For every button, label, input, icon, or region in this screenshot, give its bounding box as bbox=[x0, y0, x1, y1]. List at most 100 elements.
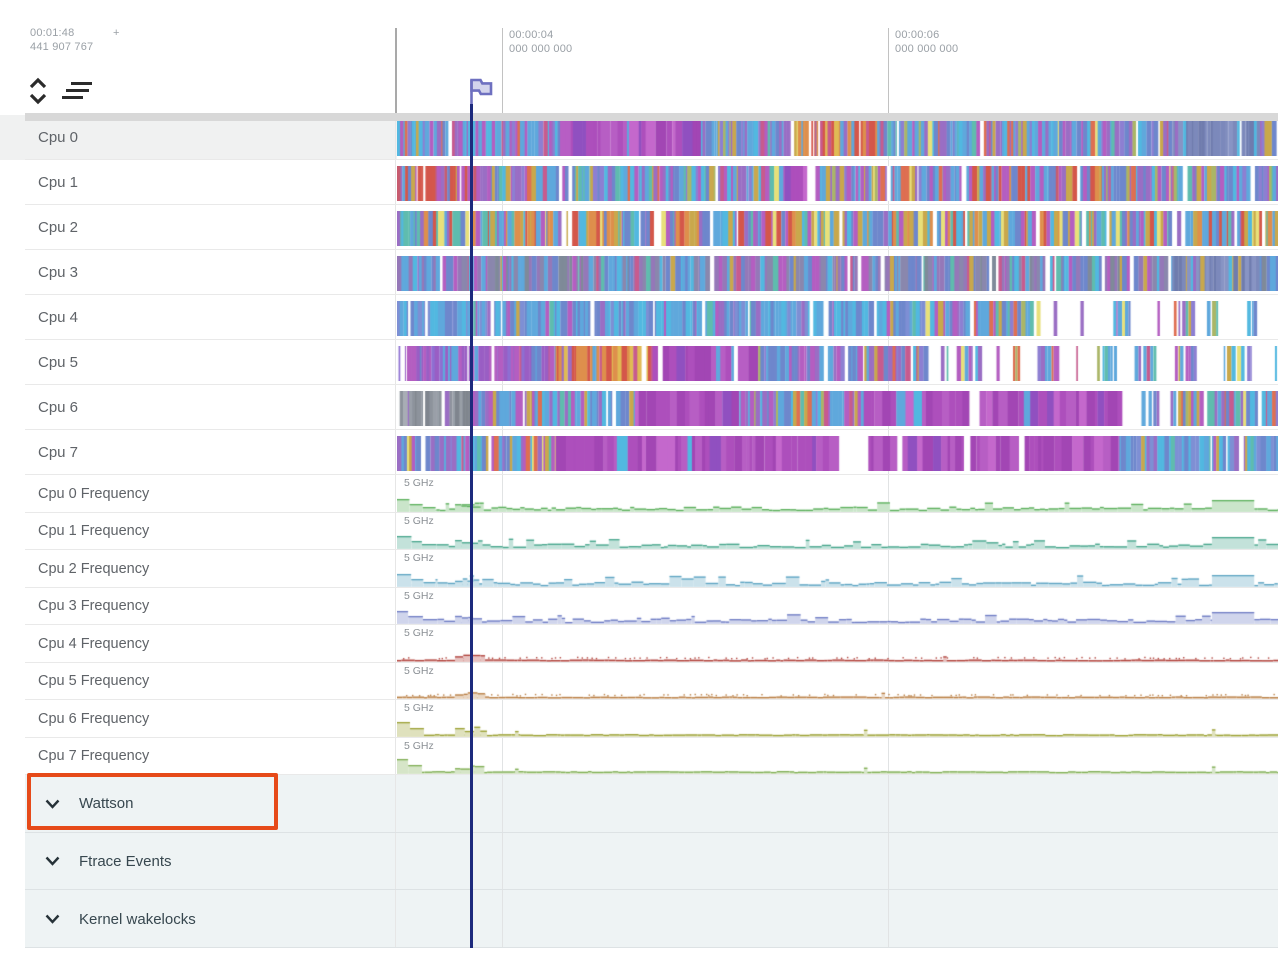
row-separator bbox=[25, 774, 1278, 775]
sort-tracks-icon[interactable] bbox=[58, 80, 96, 102]
sched-canvas[interactable] bbox=[397, 301, 1278, 336]
track-group-row-wattson[interactable]: Wattson bbox=[0, 775, 1278, 833]
cpu-track-row[interactable]: Cpu 7 bbox=[0, 430, 1278, 475]
cpu-frequency-chart[interactable]: 5 GHz bbox=[397, 513, 1278, 550]
timeline-cursor-line[interactable] bbox=[470, 104, 473, 948]
sched-canvas[interactable] bbox=[397, 166, 1278, 201]
track-groups: Wattson Ftrace Events Kernel wakelocks bbox=[0, 775, 1278, 948]
frequency-canvas[interactable] bbox=[397, 700, 1278, 738]
row-separator bbox=[25, 889, 1278, 891]
frequency-canvas[interactable] bbox=[397, 625, 1278, 663]
cpu-track-row[interactable]: Cpu 4 bbox=[0, 295, 1278, 340]
cpu-track-row[interactable]: Cpu 1 bbox=[0, 160, 1278, 205]
cpu-track-row[interactable]: Cpu 6 bbox=[0, 385, 1278, 430]
track-group-label[interactable]: Kernel wakelocks bbox=[79, 910, 196, 928]
cpu-sched-chart[interactable] bbox=[397, 160, 1278, 205]
track-label[interactable]: Cpu 7 bbox=[0, 430, 397, 475]
cpu-track-row[interactable]: Cpu 3 bbox=[0, 250, 1278, 295]
cpu-sched-chart[interactable] bbox=[397, 205, 1278, 250]
sched-canvas[interactable] bbox=[397, 391, 1278, 426]
track-label[interactable]: Cpu 2 bbox=[0, 205, 397, 250]
ruler-tick-label: 00:00:06 000 000 000 bbox=[895, 29, 959, 55]
expand-collapse-tracks-icon[interactable] bbox=[27, 76, 49, 106]
row-separator bbox=[25, 249, 1278, 250]
cpu-frequency-chart[interactable]: 5 GHz bbox=[397, 700, 1278, 738]
cpu-frequency-track-row[interactable]: Cpu 4 Frequency 5 GHz bbox=[0, 625, 1278, 663]
row-separator bbox=[25, 736, 1278, 738]
sched-canvas[interactable] bbox=[397, 346, 1278, 381]
cpu-frequency-track-row[interactable]: Cpu 3 Frequency 5 GHz bbox=[0, 587, 1278, 625]
cpu-sched-chart[interactable] bbox=[397, 430, 1278, 475]
row-separator bbox=[25, 474, 1278, 475]
cpu-frequency-chart[interactable]: 5 GHz bbox=[397, 475, 1278, 513]
track-label[interactable]: Cpu 5 bbox=[0, 340, 397, 385]
cpu-frequency-chart[interactable]: 5 GHz bbox=[397, 738, 1278, 775]
cpu-track-row[interactable]: Cpu 0 bbox=[0, 115, 1278, 160]
track-group-label[interactable]: Ftrace Events bbox=[79, 852, 172, 870]
frequency-canvas[interactable] bbox=[397, 738, 1278, 775]
frequency-scale-label: 5 GHz bbox=[404, 552, 434, 564]
cpu-frequency-chart[interactable]: 5 GHz bbox=[397, 663, 1278, 700]
chevron-down-icon[interactable] bbox=[45, 914, 60, 924]
track-label[interactable]: Cpu 3 Frequency bbox=[0, 587, 397, 625]
cpu-frequency-track-row[interactable]: Cpu 7 Frequency 5 GHz bbox=[0, 737, 1278, 775]
ruler-tick-label: 00:00:04 000 000 000 bbox=[509, 29, 573, 55]
track-label[interactable]: Cpu 6 bbox=[0, 385, 397, 430]
cpu-sched-chart[interactable] bbox=[397, 340, 1278, 385]
track-group-label[interactable]: Wattson bbox=[79, 795, 134, 813]
track-group-row-ftrace-events[interactable]: Ftrace Events bbox=[0, 832, 1278, 891]
frequency-scale-label: 5 GHz bbox=[404, 477, 434, 489]
track-label[interactable]: Cpu 6 Frequency bbox=[0, 700, 397, 738]
cpu-frequency-track-row[interactable]: Cpu 0 Frequency 5 GHz bbox=[0, 475, 1278, 513]
cpu-sched-chart[interactable] bbox=[397, 250, 1278, 295]
row-separator bbox=[25, 831, 1278, 833]
frequency-scale-label: 5 GHz bbox=[404, 702, 434, 714]
cpu-frequency-track-row[interactable]: Cpu 2 Frequency 5 GHz bbox=[0, 550, 1278, 588]
cpu-track-row[interactable]: Cpu 5 bbox=[0, 340, 1278, 385]
cpu-sched-chart[interactable] bbox=[397, 115, 1278, 160]
track-label[interactable]: Cpu 1 Frequency bbox=[0, 512, 397, 550]
frequency-scale-label: 5 GHz bbox=[404, 664, 434, 677]
flag-marker-icon[interactable] bbox=[466, 74, 496, 106]
frequency-canvas[interactable] bbox=[397, 663, 1278, 700]
frequency-canvas[interactable] bbox=[397, 475, 1278, 513]
track-label[interactable]: Cpu 7 Frequency bbox=[0, 737, 397, 775]
cpu-sched-chart[interactable] bbox=[397, 295, 1278, 340]
cpu-track-row[interactable]: Cpu 2 bbox=[0, 205, 1278, 250]
track-label[interactable]: Cpu 0 Frequency bbox=[0, 475, 397, 513]
panel-divider-line bbox=[395, 115, 396, 948]
track-label[interactable]: Cpu 2 Frequency bbox=[0, 550, 397, 588]
track-label[interactable]: Cpu 0 bbox=[0, 115, 397, 160]
sched-canvas[interactable] bbox=[397, 436, 1278, 471]
row-separator bbox=[25, 511, 1278, 513]
sched-canvas[interactable] bbox=[397, 256, 1278, 291]
cpu-frequency-chart[interactable]: 5 GHz bbox=[397, 588, 1278, 625]
cpu-frequency-track-row[interactable]: Cpu 5 Frequency 5 GHz bbox=[0, 662, 1278, 700]
cpu-frequency-chart[interactable]: 5 GHz bbox=[397, 550, 1278, 588]
origin-plus-sign: + bbox=[113, 27, 120, 39]
track-label[interactable]: Cpu 3 bbox=[0, 250, 397, 295]
track-group-row-kernel-wakelocks[interactable]: Kernel wakelocks bbox=[0, 890, 1278, 948]
cpu-frequency-track-row[interactable]: Cpu 6 Frequency 5 GHz bbox=[0, 700, 1278, 738]
track-label[interactable]: Cpu 5 Frequency bbox=[0, 662, 397, 700]
cpu-sched-chart[interactable] bbox=[397, 385, 1278, 430]
track-label[interactable]: Cpu 4 Frequency bbox=[0, 625, 397, 663]
wattson-highlight-box bbox=[27, 773, 278, 830]
sched-canvas[interactable] bbox=[397, 211, 1278, 246]
cpu-frequency-track-row[interactable]: Cpu 1 Frequency 5 GHz bbox=[0, 512, 1278, 550]
sched-canvas[interactable] bbox=[397, 121, 1278, 156]
timeline-ruler[interactable]: 00:01:48 441 907 767 + 00:00:04 000 000 0… bbox=[0, 0, 1278, 115]
ruler-tick bbox=[888, 28, 889, 115]
track-label[interactable]: Cpu 1 bbox=[0, 160, 397, 205]
chevron-down-icon[interactable] bbox=[45, 856, 60, 867]
row-separator bbox=[25, 159, 1278, 160]
frequency-canvas[interactable] bbox=[397, 588, 1278, 625]
track-label[interactable]: Cpu 4 bbox=[0, 295, 397, 340]
cpu-frequency-chart[interactable]: 5 GHz bbox=[397, 625, 1278, 663]
frequency-canvas[interactable] bbox=[397, 513, 1278, 550]
frequency-scale-label: 5 GHz bbox=[404, 514, 434, 527]
frequency-canvas[interactable] bbox=[397, 550, 1278, 588]
chevron-down-icon[interactable] bbox=[45, 799, 60, 809]
row-separator bbox=[25, 624, 1278, 625]
